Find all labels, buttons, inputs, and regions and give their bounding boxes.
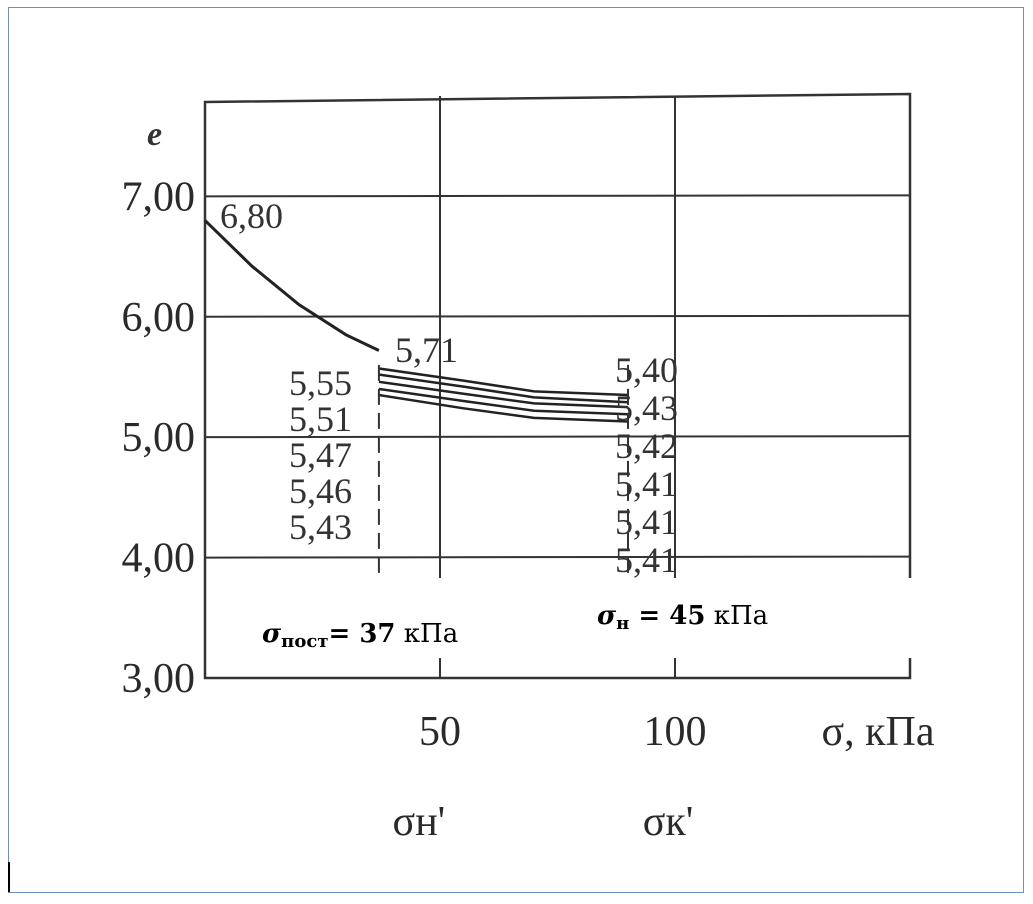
initial-value-label: 6,80 xyxy=(220,196,283,236)
annotation-sigma-n: σн = 45 кПа xyxy=(597,601,768,634)
series-start-label: 5,47 xyxy=(289,435,352,475)
series-end-label: 5,41 xyxy=(615,502,678,542)
grid-line-y xyxy=(204,314,911,318)
sigma-dashed-lines xyxy=(377,364,629,582)
x-axis-label: σ, кПа xyxy=(821,709,934,755)
axes xyxy=(203,92,912,680)
labels: 7,00 6,00 5,00 4,00 3,00 50 100 e σ, кПа σн' σк' 6,… xyxy=(122,116,935,845)
series-start-label: 5,55 xyxy=(289,363,352,403)
mid-value-label: 5,71 xyxy=(395,330,458,370)
grid-line-y xyxy=(204,435,911,439)
series-line xyxy=(378,373,629,404)
series-end-label: 5,41 xyxy=(615,540,678,580)
series-end-label: 5,40 xyxy=(615,350,678,390)
grid-line-y xyxy=(204,194,911,198)
text-cursor xyxy=(8,862,10,892)
y-tick-label: 3,00 xyxy=(122,656,196,702)
figure-frame xyxy=(8,7,1024,893)
y-axis-label: e xyxy=(147,116,162,153)
annotation-sigma-const: σпост= 37 кПа xyxy=(262,619,458,652)
series-start-label: 5,46 xyxy=(289,471,352,511)
annotation-box xyxy=(212,578,912,658)
sigma-start-label: σн' xyxy=(393,799,446,845)
initial-curve xyxy=(203,219,380,352)
x-tick-label: 50 xyxy=(419,709,461,755)
y-tick-label: 7,00 xyxy=(122,174,196,220)
series-line xyxy=(378,380,629,409)
y-tick-label: 6,00 xyxy=(122,295,196,341)
series-line xyxy=(378,387,629,416)
curves xyxy=(203,219,629,423)
x-tick-label: 100 xyxy=(644,709,707,755)
series-start-label: 5,51 xyxy=(289,399,352,439)
plot-border xyxy=(203,92,912,680)
series-line xyxy=(378,393,629,423)
series-line xyxy=(378,367,629,397)
series-end-label: 5,41 xyxy=(615,464,678,504)
series-start-label: 5,43 xyxy=(289,507,352,547)
series-end-label: 5,42 xyxy=(615,426,678,466)
sigma-end-label: σк' xyxy=(643,799,694,845)
y-tick-label: 4,00 xyxy=(122,536,196,582)
grid-line-y xyxy=(204,555,911,559)
series-end-label: 5,43 xyxy=(615,388,678,428)
y-tick-label: 5,00 xyxy=(122,415,196,461)
